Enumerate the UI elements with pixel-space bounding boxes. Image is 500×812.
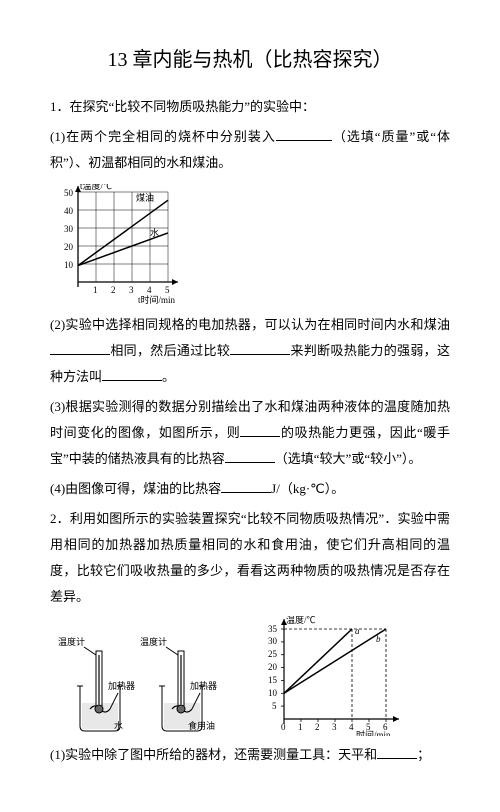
- q1-3: (3)根据实验测得的数据分别描绘出了水和煤油两种液体的温度随加热时间变化的图像，…: [50, 394, 450, 472]
- q1-4-b: J/（kg·℃）。: [271, 481, 344, 496]
- page-title: 13 章内能与热机（比热容探究）: [50, 40, 450, 80]
- ytick: 20: [64, 242, 74, 252]
- q2-1-a: (1)实验中除了图中所给的器材，还需要测量工具：天平和: [50, 747, 377, 762]
- ytick: 10: [64, 260, 74, 270]
- q1-2-d: 。: [162, 369, 175, 384]
- blank: [377, 745, 417, 759]
- q2-1: (1)实验中除了图中所给的器材，还需要测量工具：天平和 ；: [50, 742, 450, 768]
- q1-3-c: （选填“较大”或“较小”）。: [275, 451, 422, 466]
- ytick: 15: [268, 675, 278, 685]
- label-a: a: [355, 626, 360, 636]
- blank: [102, 367, 162, 381]
- q1-4: (4)由图像可得，煤油的比热容 J/（kg·℃）。: [50, 476, 450, 502]
- ylabel: t温度/℃: [80, 184, 112, 191]
- ytick: 10: [268, 688, 278, 698]
- ytick: 35: [268, 624, 278, 634]
- ytick: 30: [268, 636, 278, 646]
- q1-stem: 1．在探究“比较不同物质吸热能力”的实验中：: [50, 94, 450, 120]
- label-kerosene: 煤油: [136, 192, 154, 203]
- xtick: 2: [315, 722, 320, 732]
- q2-figures: 加热器 温度计 水 加热器 温度计: [50, 616, 450, 736]
- xlabel: t时间/min: [138, 294, 176, 304]
- heater-label: 加热器: [190, 680, 217, 691]
- ytick: 20: [268, 662, 278, 672]
- thermo-label: 温度计: [58, 636, 85, 647]
- xlabel: 时间/min: [356, 729, 391, 736]
- liquid-oil: 食用油: [188, 720, 215, 731]
- label-water: 水: [150, 227, 159, 238]
- xtick: 0: [281, 722, 286, 732]
- ytick: 30: [64, 224, 74, 234]
- xtick: 4: [349, 722, 354, 732]
- q1-1-a: (1)在两个完全相同的烧杯中分别装入: [50, 129, 276, 144]
- q1-2-a: (2)实验中选择相同规格的电加热器，可以认为在相同时间内水和煤油: [50, 317, 450, 332]
- xtick: 5: [165, 285, 170, 295]
- ytick: 25: [268, 649, 278, 659]
- q1-1: (1)在两个完全相同的烧杯中分别装入（选填“质量”或“体积”）、初温都相同的水和…: [50, 124, 450, 176]
- q2-chart: 5 10 15 20 25 30 35 0 1 2 3 4 5 6: [260, 616, 410, 736]
- ytick: 5: [272, 701, 277, 711]
- series-a: [284, 629, 352, 693]
- label-b: b: [376, 634, 381, 644]
- blank: [50, 341, 110, 355]
- blank: [240, 423, 280, 437]
- q1-2: (2)实验中选择相同规格的电加热器，可以认为在相同时间内水和煤油相同，然后通过比…: [50, 312, 450, 390]
- liquid-water: 水: [114, 720, 123, 731]
- xtick: 2: [111, 285, 116, 295]
- q1-2-b: 相同，然后通过比较: [110, 343, 230, 358]
- xtick: 3: [129, 285, 134, 295]
- xtick: 3: [332, 722, 337, 732]
- thermo-label: 温度计: [140, 636, 167, 647]
- heater-label: 加热器: [108, 680, 135, 691]
- ytick: 50: [64, 188, 74, 198]
- ylabel: 温度/℃: [286, 616, 316, 625]
- apparatus-diagram: 加热器 温度计 水 加热器 温度计: [50, 626, 220, 736]
- blank: [230, 341, 290, 355]
- series-b: [284, 629, 386, 693]
- q2-1-b: ；: [417, 747, 430, 762]
- q1-4-a: (4)由图像可得，煤油的比热容: [50, 481, 221, 496]
- blank: [221, 479, 271, 493]
- q2-stem: 2．利用如图所示的实验装置探究“比较不同物质吸热情况”．实验中需用相同的加热器加…: [50, 506, 450, 610]
- xtick: 1: [298, 722, 303, 732]
- ytick: 40: [64, 206, 74, 216]
- xtick: 4: [147, 285, 152, 295]
- blank: [276, 127, 332, 141]
- q1-chart: 煤油 水 10 20 30 40 50 1 2 3 4 5 t温度/℃ t时间/…: [50, 184, 450, 304]
- blank: [225, 449, 275, 463]
- xtick: 1: [93, 285, 98, 295]
